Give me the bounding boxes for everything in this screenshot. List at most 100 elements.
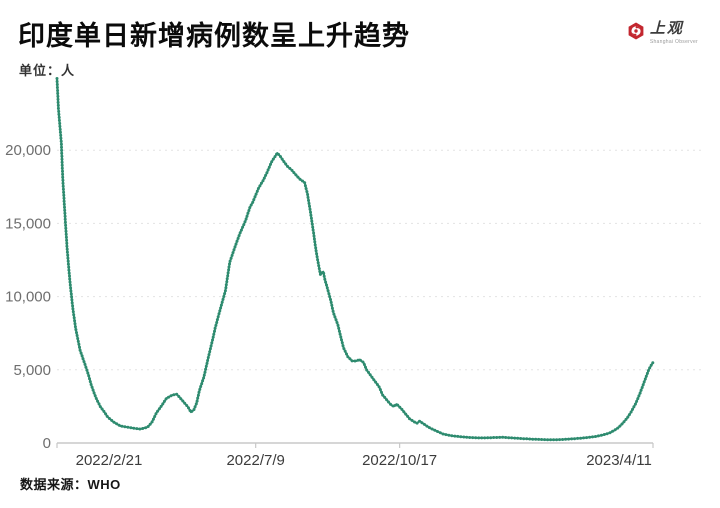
data-point [492, 436, 496, 439]
data-point [362, 363, 366, 366]
data-point [404, 412, 408, 416]
data-point [157, 407, 161, 411]
data-point [148, 422, 152, 426]
data-point [301, 179, 304, 183]
data-point [59, 139, 63, 143]
data-point [638, 391, 642, 395]
y-tick-label: 15,000 [5, 215, 51, 232]
data-point [611, 429, 615, 433]
y-axis-labels: 0 5,000 10,000 15,000 20,000 [5, 142, 51, 452]
data-point [58, 127, 62, 131]
data-point [543, 438, 547, 442]
data-point [645, 371, 649, 375]
data-point [202, 376, 206, 380]
data-point [150, 420, 154, 424]
data-point [540, 438, 544, 441]
data-point [235, 239, 239, 243]
data-point [312, 237, 316, 241]
data-point [427, 426, 431, 430]
data-point [64, 229, 68, 233]
data-point [224, 283, 228, 287]
data-point [129, 426, 133, 430]
data-point [474, 436, 478, 440]
data-point [576, 436, 580, 440]
data-point [372, 378, 376, 382]
case-trend-line [56, 77, 654, 441]
data-point [314, 246, 318, 250]
data-point [138, 427, 142, 431]
data-point [599, 433, 603, 437]
data-point [325, 283, 328, 287]
data-point [79, 351, 83, 355]
data-point [256, 187, 260, 190]
data-point [169, 394, 173, 398]
data-point [447, 433, 451, 437]
data-point [94, 397, 98, 400]
data-point [76, 339, 80, 343]
data-point [61, 178, 65, 182]
data-point [232, 248, 236, 252]
data-point [203, 370, 207, 374]
data-point [66, 256, 70, 260]
data-point [644, 374, 648, 378]
data-point [65, 250, 69, 254]
data-point [525, 437, 529, 441]
data-point [61, 184, 65, 188]
data-point [309, 210, 312, 214]
shanghai-observer-logo-icon [628, 22, 644, 40]
data-point [237, 234, 241, 238]
data-point [190, 409, 194, 413]
data-point [280, 157, 284, 161]
data-point [71, 310, 75, 314]
data-point [305, 190, 309, 194]
data-point [641, 383, 645, 387]
data-point [330, 303, 334, 307]
data-point [132, 426, 136, 430]
data-point [162, 399, 166, 403]
data-point [570, 437, 574, 441]
data-point [57, 112, 61, 116]
data-point [632, 405, 636, 409]
data-point [201, 379, 205, 383]
data-point [338, 332, 342, 336]
data-point [226, 274, 230, 278]
data-point [226, 271, 230, 275]
data-point [413, 420, 416, 424]
data-point [282, 160, 286, 164]
data-point [208, 347, 212, 351]
data-point [156, 409, 160, 413]
x-tick-label: 2023/4/11 [586, 452, 652, 469]
data-point [245, 214, 249, 218]
data-point [243, 220, 247, 224]
data-point [327, 292, 331, 296]
x-axis-labels: 2022/2/21 2022/7/9 2022/10/17 2023/4/11 [76, 452, 652, 469]
data-point [66, 253, 70, 257]
data-point [353, 359, 357, 363]
data-point [65, 247, 69, 251]
data-point [196, 393, 200, 397]
data-point [462, 435, 466, 439]
data-point [72, 313, 76, 317]
logo-subtitle: Shanghai Observer [649, 39, 698, 45]
data-point [361, 360, 365, 364]
data-point [522, 437, 526, 441]
data-point [241, 225, 245, 229]
data-point [67, 268, 71, 272]
data-point [254, 192, 258, 196]
data-point [636, 397, 640, 401]
data-point [312, 234, 316, 238]
data-point [248, 206, 252, 210]
data-point [179, 397, 183, 401]
data-point [73, 319, 77, 323]
data-point [215, 321, 219, 324]
data-point [339, 335, 343, 339]
data-point [383, 395, 387, 399]
data-point [223, 292, 227, 296]
data-point [356, 358, 360, 362]
data-point [62, 193, 66, 197]
data-point [65, 244, 69, 248]
data-point [271, 157, 275, 161]
data-point [456, 434, 460, 438]
data-point [224, 286, 228, 290]
data-point [86, 371, 90, 375]
